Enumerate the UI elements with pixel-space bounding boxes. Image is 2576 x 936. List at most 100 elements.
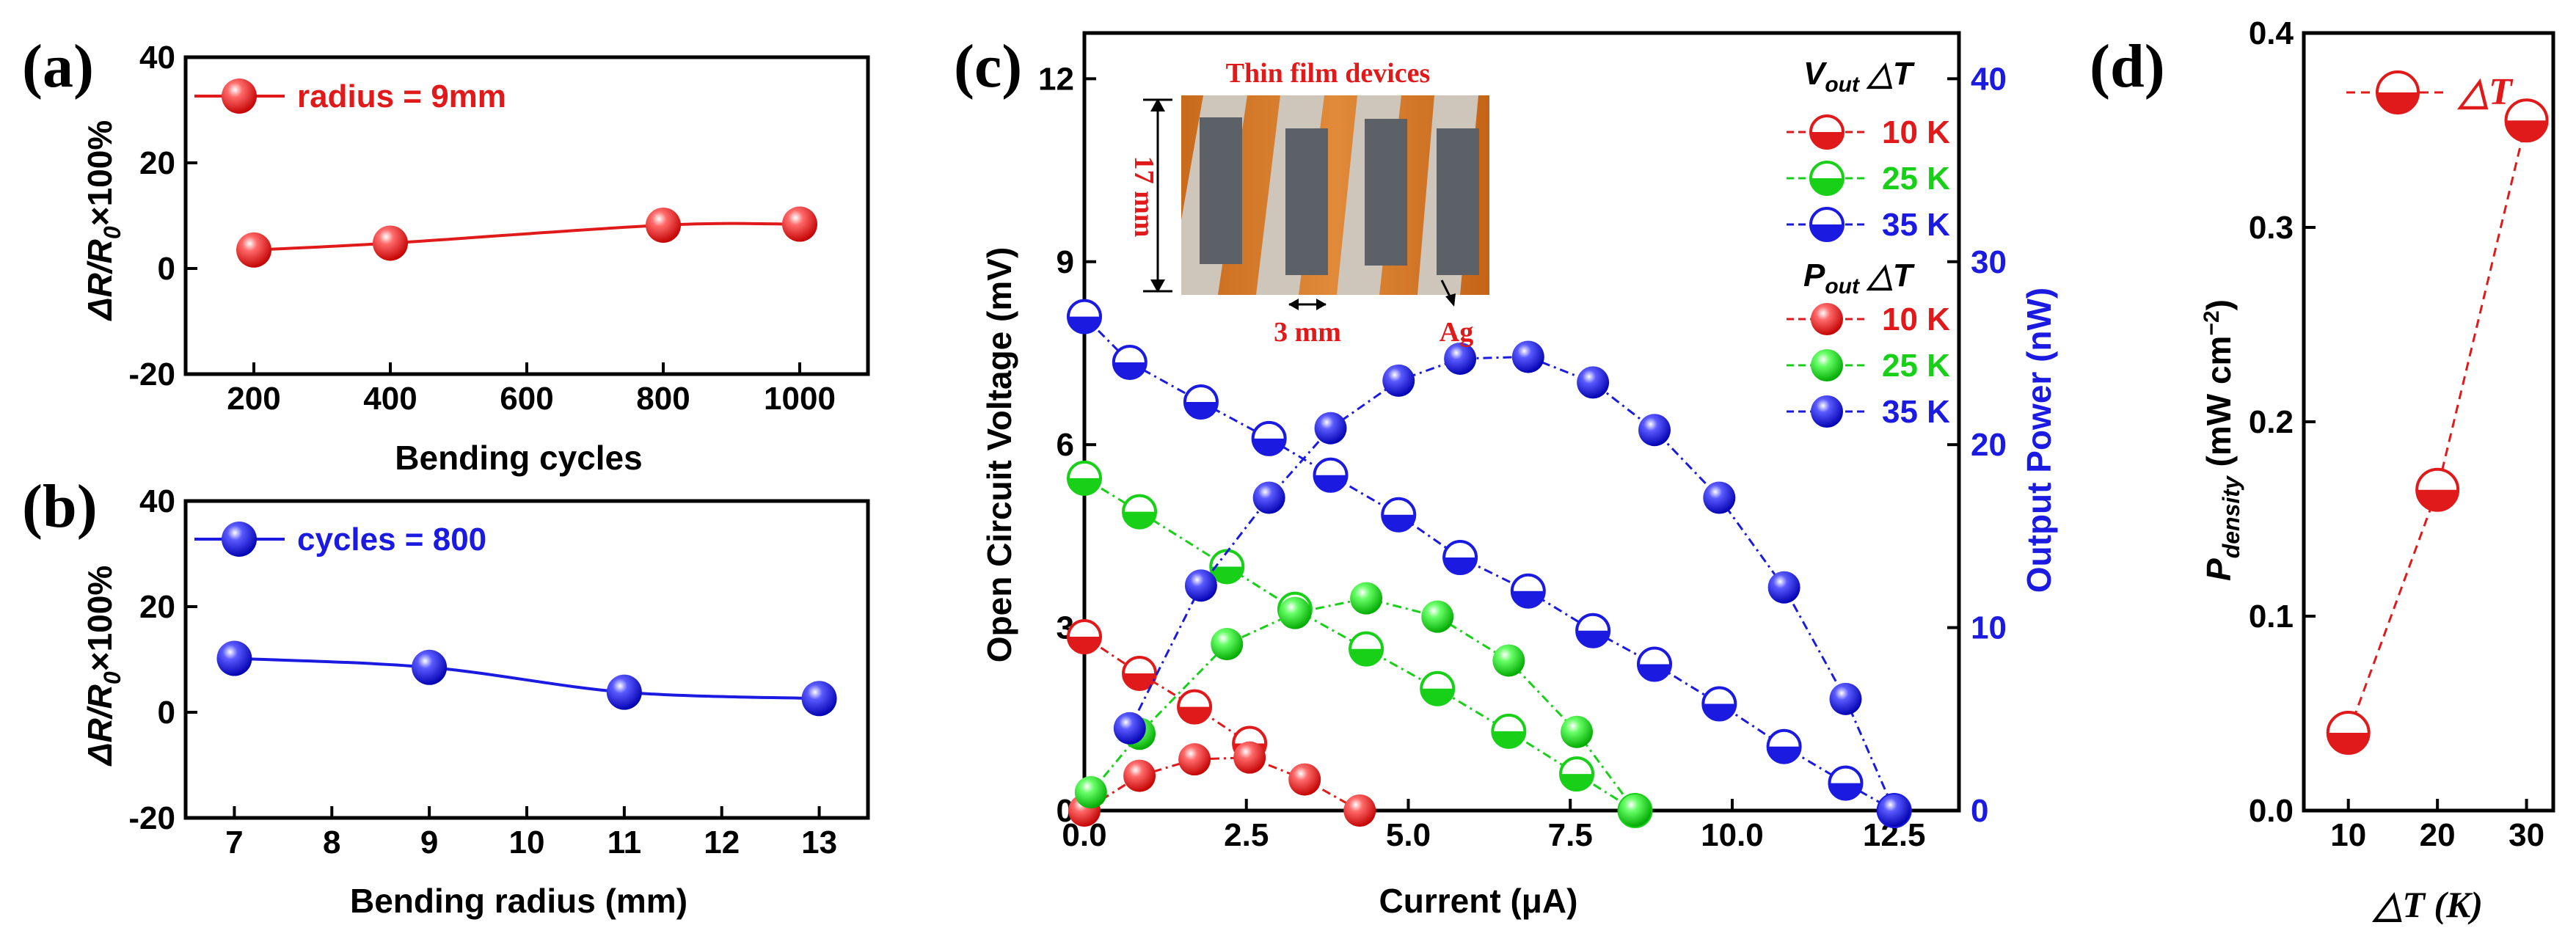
legend-marker [1811,395,1843,428]
marker-fill [1811,224,1843,241]
power-point [1638,414,1671,447]
density-point [2504,98,2549,143]
panel-b: (b) ΔR/R0×100% Bending radius (mm) 7 8 9 10… [22,472,870,920]
power-point [1703,481,1736,514]
marker-fill [1123,673,1156,690]
y-tick-label: 40 [139,40,175,76]
voltage-point [1559,756,1595,792]
plot-frame [183,499,870,820]
legend-label: 10 K [1882,301,1950,337]
power-line-25K [1090,597,1636,811]
voltage-point [1112,344,1147,380]
inset-film [1285,128,1328,275]
panel-d-xlabel: △T (K) [2372,884,2483,925]
plot-frame [1082,31,1961,813]
power-point [1314,412,1347,445]
y-tick-label: 0.1 [2249,599,2294,635]
legend-marker [1811,349,1843,381]
x-tick-label: 10.0 [1701,817,1764,853]
panel-b-legend: cycles = 800 [194,522,486,557]
inset-film [1437,128,1479,275]
y-tick-label: 0 [1971,793,1988,829]
panel-c-xlabel: Current (μA) [1379,882,1578,920]
x-tick-label: 200 [227,381,280,417]
power-point [1619,794,1652,827]
panel-b-xlabel: Bending radius (mm) [350,882,687,920]
x-tick-label: 20 [2420,817,2456,853]
panel-b-axes: 7 8 9 10 11 12 13 -20 0 20 40 [128,483,870,860]
x-tick-label: 800 [636,381,690,417]
marker-fill [1811,132,1843,148]
legend-label: 25 K [1882,161,1950,197]
voltage-point [1183,384,1219,420]
series-b-point [606,674,642,710]
power-point [1252,481,1285,514]
inset-title: Thin film devices [1226,58,1431,89]
marker-fill [1382,514,1415,531]
plot-frame [183,55,870,376]
legend-vout-heading: Vout △T [1803,56,1915,97]
inset-ag-label: Ag [1440,317,1473,348]
power-point [1511,340,1544,373]
voltage-point [1766,728,1802,764]
panel-a-legend: radius = 9mm [194,78,506,114]
y-tick-label: 0 [158,695,175,731]
voltage-point [1313,457,1349,493]
panel-b-letter: (b) [22,472,98,541]
y-tick-label: 0.3 [2249,210,2294,246]
marker-fill [2506,120,2547,142]
marker-fill [1492,731,1525,747]
power-point [1878,794,1911,827]
series-b-point [801,681,837,717]
panel-a-xlabel: Bending cycles [395,439,642,477]
marker-fill [1638,664,1671,681]
y-tick-label: 9 [1057,244,1074,280]
inset-photo: Thin film devices 17 mm 3 mm Ag [1128,58,1489,348]
panel-d-letter: (d) [2090,32,2165,100]
panel-d-legend-label: △T [2456,71,2514,113]
panel-c: (c) Open Circuit Voltage (mV) Output Pow… [954,31,2058,920]
power-point [1278,596,1311,629]
power-point [1233,741,1266,774]
marker-fill [1184,401,1217,418]
y-tick-label: 6 [1057,427,1074,463]
series-a-point [782,206,817,242]
legend-label: 35 K [1882,207,1950,243]
legend-label: 10 K [1882,114,1950,150]
series-a-point [646,207,681,243]
voltage-point [1067,299,1102,334]
x-tick-label: 11 [607,825,642,860]
voltage-point [1442,539,1478,575]
panel-d-axes: 10 20 30 0.0 0.1 0.2 0.3 0.4 [2249,15,2555,853]
marker-fill [1068,478,1101,494]
marker-fill [1211,566,1244,583]
x-tick-label: 7.5 [1548,817,1593,853]
power-point [1382,364,1415,397]
power-point [1074,776,1107,809]
panel-d: (d) Pdensity (mW cm−2) △T (K) 10 20 30 0.0 0… [2090,15,2555,925]
panel-c-ylabel-right: Output Power (nW) [2020,288,2058,593]
marker-fill [1350,648,1383,665]
power-point [1113,712,1146,745]
power-point [1178,743,1211,776]
panel-d-legend-marker [2376,70,2420,114]
power-point [1829,682,1862,715]
density-line [2347,120,2528,734]
marker-fill [1577,630,1610,647]
y-tick-label: 20 [1971,427,2007,463]
panel-a-axes: 200 400 600 800 1000 -20 0 20 40 [128,40,870,417]
voltage-point [1701,686,1737,722]
marker-fill [1767,746,1800,763]
x-tick-label: 8 [323,825,340,860]
marker-fill [1829,783,1862,800]
power-point [1350,582,1383,615]
voltage-point [1122,494,1158,530]
inset-ag-arrow [1445,293,1456,307]
marker-fill [1068,637,1101,654]
legend-marker [2376,70,2420,114]
inset-width-arrow [1316,299,1327,310]
power-point [1343,794,1376,827]
marker-fill [1421,688,1454,705]
y-tick-label: 12 [1038,61,1074,97]
